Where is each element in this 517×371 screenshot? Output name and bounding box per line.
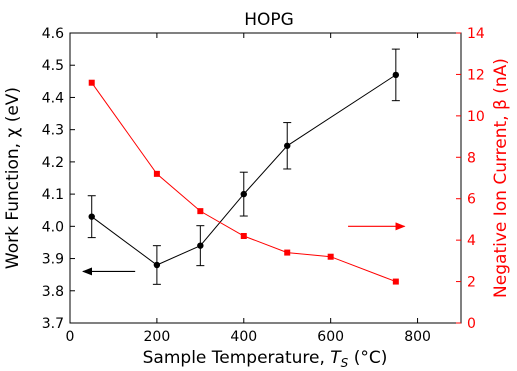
x-tick-label: 800 <box>404 329 431 345</box>
ion-current-point <box>240 233 247 239</box>
series-left-layer <box>87 48 400 285</box>
y-right-tick-label: 14 <box>467 26 485 42</box>
plot-frame <box>69 32 462 324</box>
y-right-tick-label: 0 <box>467 316 476 332</box>
work-function-line <box>91 74 397 266</box>
y-axis-right-label: Negative Ion Current, β (nA) <box>491 58 511 298</box>
y-right-tick-label: 8 <box>467 150 476 166</box>
x-axis: 0 200 400 600 800 <box>66 33 431 345</box>
y-right-tick-label: 12 <box>467 67 485 83</box>
x-tick-label: 400 <box>230 329 257 345</box>
ion-current-point <box>392 278 399 285</box>
y-left-tick-label: 4.5 <box>42 58 64 74</box>
work-function-point <box>392 71 400 79</box>
y-left-tick-label: 4.2 <box>42 155 64 171</box>
ion-current-point <box>88 79 95 86</box>
work-function-point <box>197 242 204 249</box>
y-left-tick-label: 4.3 <box>42 123 64 139</box>
ion-current-point <box>327 253 334 260</box>
y-left-tick-label: 3.8 <box>42 284 64 300</box>
y-left-tick-label: 4.0 <box>42 219 64 235</box>
work-function-point <box>88 213 95 220</box>
ion-current-point <box>153 170 160 177</box>
ion-current-point <box>197 208 204 215</box>
annotations <box>82 222 406 276</box>
y-left-tick-label: 4.6 <box>42 26 64 42</box>
x-axis-label: Sample Temperature, TS (°C) <box>143 348 388 370</box>
x-tick-label: 0 <box>66 329 75 345</box>
y-right-tick-label: 6 <box>467 192 476 208</box>
work-function-point <box>284 142 291 149</box>
x-tick-label: 600 <box>317 329 344 345</box>
y-right-tick-label: 2 <box>467 275 476 291</box>
y-right-tick-label: 4 <box>467 233 476 249</box>
chart-title: HOPG <box>244 10 294 30</box>
y-right-tick-label: 10 <box>467 109 485 125</box>
y-left-tick-label: 3.7 <box>42 316 64 332</box>
y-left-tick-label: 4.1 <box>42 187 64 203</box>
work-function-point <box>153 261 161 269</box>
y-left-tick-label: 4.4 <box>42 90 64 106</box>
y-left-tick-label: 3.9 <box>42 252 64 268</box>
y-axis-left: 3.7 3.8 3.9 4.0 4.1 4.2 4.3 4.4 4.5 4.6 <box>42 26 75 332</box>
work-function-point <box>240 190 247 198</box>
y-axis-left-label: Work Function, χ (eV) <box>3 87 23 269</box>
x-tick-label: 200 <box>144 329 171 345</box>
y-axis-right: 0 2 4 6 8 10 12 14 <box>456 26 485 332</box>
ion-current-point <box>284 249 291 256</box>
series-right-layer <box>88 79 399 285</box>
